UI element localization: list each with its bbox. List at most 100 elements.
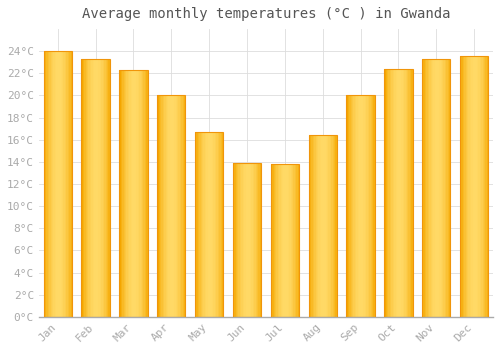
- Bar: [59, 51, 60, 317]
- Bar: [218, 132, 219, 317]
- Bar: [233, 163, 261, 317]
- Bar: [387, 69, 388, 317]
- Bar: [97, 59, 98, 317]
- Bar: [54, 51, 55, 317]
- Bar: [394, 69, 396, 317]
- Bar: [130, 70, 132, 317]
- Bar: [369, 96, 370, 317]
- Bar: [368, 96, 369, 317]
- Bar: [388, 69, 390, 317]
- Bar: [172, 96, 174, 317]
- Bar: [442, 59, 444, 317]
- Bar: [162, 96, 163, 317]
- Bar: [274, 164, 275, 317]
- Bar: [125, 70, 126, 317]
- Bar: [55, 51, 56, 317]
- Bar: [48, 51, 49, 317]
- Bar: [157, 96, 186, 317]
- Bar: [422, 59, 424, 317]
- Bar: [176, 96, 177, 317]
- Bar: [366, 96, 368, 317]
- Bar: [397, 69, 398, 317]
- Bar: [487, 56, 488, 317]
- Bar: [100, 59, 102, 317]
- Bar: [355, 96, 356, 317]
- Bar: [439, 59, 440, 317]
- Bar: [426, 59, 428, 317]
- Bar: [313, 135, 314, 317]
- Bar: [272, 164, 274, 317]
- Bar: [372, 96, 374, 317]
- Bar: [214, 132, 215, 317]
- Bar: [374, 96, 375, 317]
- Bar: [296, 164, 298, 317]
- Bar: [289, 164, 290, 317]
- Bar: [362, 96, 364, 317]
- Bar: [205, 132, 206, 317]
- Bar: [270, 164, 272, 317]
- Bar: [370, 96, 372, 317]
- Bar: [240, 163, 242, 317]
- Bar: [129, 70, 130, 317]
- Bar: [257, 163, 258, 317]
- Bar: [275, 164, 276, 317]
- Bar: [406, 69, 407, 317]
- Bar: [365, 96, 366, 317]
- Bar: [346, 96, 375, 317]
- Bar: [364, 96, 365, 317]
- Bar: [314, 135, 316, 317]
- Bar: [316, 135, 317, 317]
- Bar: [195, 132, 224, 317]
- Bar: [288, 164, 289, 317]
- Bar: [182, 96, 184, 317]
- Bar: [398, 69, 400, 317]
- Bar: [126, 70, 128, 317]
- Bar: [222, 132, 224, 317]
- Bar: [312, 135, 313, 317]
- Bar: [350, 96, 352, 317]
- Bar: [209, 132, 210, 317]
- Bar: [86, 59, 87, 317]
- Bar: [434, 59, 435, 317]
- Bar: [92, 59, 94, 317]
- Bar: [484, 56, 486, 317]
- Bar: [236, 163, 237, 317]
- Bar: [136, 70, 138, 317]
- Bar: [158, 96, 160, 317]
- Bar: [145, 70, 146, 317]
- Bar: [198, 132, 199, 317]
- Bar: [206, 132, 208, 317]
- Bar: [50, 51, 52, 317]
- Bar: [440, 59, 442, 317]
- Bar: [384, 69, 412, 317]
- Bar: [446, 59, 448, 317]
- Bar: [474, 56, 476, 317]
- Bar: [181, 96, 182, 317]
- Bar: [290, 164, 292, 317]
- Bar: [481, 56, 482, 317]
- Bar: [140, 70, 142, 317]
- Bar: [180, 96, 181, 317]
- Bar: [119, 70, 120, 317]
- Bar: [349, 96, 350, 317]
- Bar: [87, 59, 88, 317]
- Bar: [424, 59, 425, 317]
- Bar: [238, 163, 240, 317]
- Bar: [480, 56, 481, 317]
- Bar: [256, 163, 257, 317]
- Bar: [320, 135, 322, 317]
- Bar: [436, 59, 438, 317]
- Bar: [359, 96, 360, 317]
- Bar: [200, 132, 202, 317]
- Bar: [298, 164, 299, 317]
- Bar: [467, 56, 468, 317]
- Bar: [478, 56, 480, 317]
- Bar: [49, 51, 50, 317]
- Bar: [233, 163, 234, 317]
- Bar: [52, 51, 54, 317]
- Bar: [108, 59, 110, 317]
- Bar: [195, 132, 196, 317]
- Bar: [336, 135, 337, 317]
- Bar: [104, 59, 106, 317]
- Bar: [445, 59, 446, 317]
